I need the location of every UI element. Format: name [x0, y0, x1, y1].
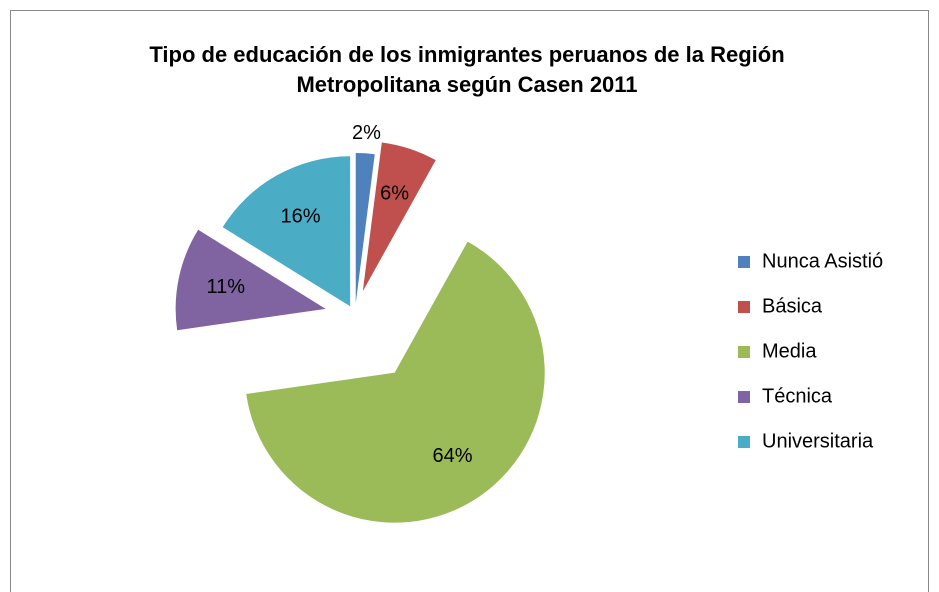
legend-swatch — [738, 256, 750, 268]
legend-label: Nunca Asistió — [762, 250, 883, 272]
legend-swatch — [738, 391, 750, 403]
data-label: 11% — [207, 276, 246, 298]
pie-slice — [362, 142, 436, 292]
data-label: 6% — [380, 183, 409, 205]
pie-slice — [355, 153, 375, 304]
legend-swatch — [738, 346, 750, 358]
legend-label: Media — [762, 340, 817, 362]
pie-slice — [175, 229, 326, 331]
data-label: 16% — [281, 205, 321, 227]
data-label: 64% — [433, 445, 473, 467]
pie-slice — [246, 241, 545, 523]
legend-label: Técnica — [762, 385, 833, 407]
pie-slice — [222, 156, 351, 307]
legend-swatch — [738, 301, 750, 313]
legend-label: Universitaria — [762, 430, 874, 452]
legend-label: Básica — [762, 295, 823, 317]
data-label: 2% — [352, 122, 381, 144]
legend-swatch — [738, 436, 750, 448]
chart-title: Tipo de educación de los inmigrantes per… — [149, 42, 785, 97]
